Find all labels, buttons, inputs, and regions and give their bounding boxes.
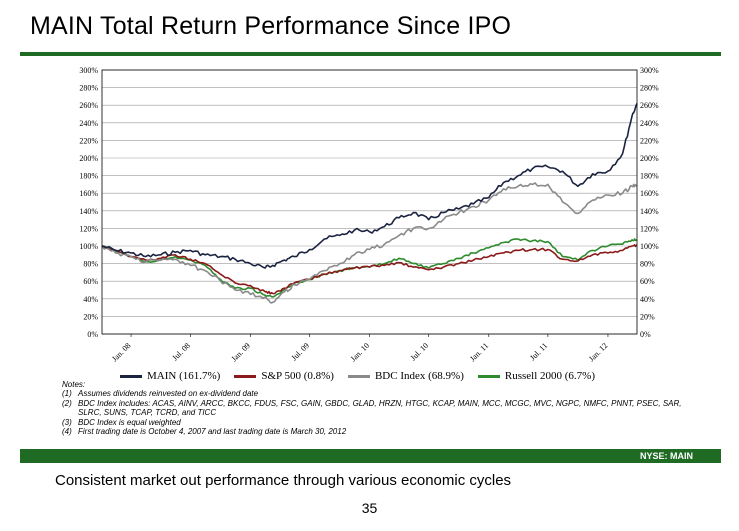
y-tick-label: 100% [79, 242, 98, 251]
y-tick-label: 20% [640, 312, 655, 321]
note-item: (3) BDC Index is equal weighted [62, 418, 682, 427]
y-tick-label: 160% [640, 189, 659, 198]
y-tick-label: 140% [640, 207, 659, 216]
series-line [101, 103, 638, 269]
title-divider [20, 52, 721, 56]
series-line [101, 238, 638, 298]
y-tick-label: 300% [79, 66, 98, 75]
note-number: (2) [62, 398, 72, 408]
legend-swatch [120, 374, 142, 378]
series-line [101, 244, 638, 295]
y-tick-label: 260% [79, 101, 98, 110]
x-tick-label: Jul. 09 [290, 341, 311, 362]
note-number: (1) [62, 389, 72, 399]
legend-item: S&P 500 (0.8%) [234, 370, 334, 382]
legend-swatch [347, 374, 370, 378]
y-tick-label: 220% [640, 136, 659, 145]
y-tick-label: 180% [640, 172, 659, 181]
y-tick-label: 280% [640, 84, 659, 93]
ticker-label: NYSE: MAIN [639, 451, 693, 461]
page-title: MAIN Total Return Performance Since IPO [30, 12, 512, 40]
chart-legend: MAIN (161.7%) S&P 500 (0.8%) BDC Index (68… [120, 369, 609, 383]
legend-swatch [234, 374, 257, 378]
chart-gridlines [102, 69, 637, 335]
notes-section: Notes: (1) Assumes dividends reinvested … [62, 380, 682, 436]
note-number: (3) [62, 417, 72, 427]
y-tick-label: 0% [87, 330, 98, 339]
notes-header: Notes: [62, 380, 86, 389]
legend-label: Russell 2000 (6.7%) [504, 370, 595, 382]
y-tick-label: 80% [640, 260, 655, 269]
y-tick-label: 200% [79, 154, 98, 163]
note-item: (4) First trading date is October 4, 200… [62, 427, 682, 436]
y-tick-label: 60% [640, 277, 655, 286]
y-tick-label: 300% [640, 66, 659, 75]
legend-label: MAIN (161.7%) [147, 370, 221, 382]
x-tick-label: Jan. 08 [110, 341, 132, 363]
y-tick-label: 60% [83, 277, 98, 286]
page-number: 35 [361, 500, 378, 516]
y-tick-label: 20% [83, 312, 98, 321]
ticker-bar: NYSE: MAIN [20, 449, 721, 463]
x-tick-label: Jul. 08 [170, 341, 191, 362]
note-item: (1) Assumes dividends reinvested on ex-d… [62, 389, 682, 398]
y-axis-right: 0% 20% 40% 60% 80% 100% 120% 140% 160% 180% 200% 22… [640, 66, 659, 339]
note-text: BDC Index is equal weighted [78, 417, 181, 427]
legend-item: BDC Index (68.9%) [347, 370, 464, 382]
legend-item: Russell 2000 (6.7%) [477, 370, 595, 382]
y-tick-label: 160% [79, 189, 98, 198]
legend-label: S&P 500 (0.8%) [261, 370, 334, 382]
note-text: BDC Index includes: ACAS, AINV, ARCC, BK… [78, 398, 682, 418]
tagline: Consistent market out performance throug… [55, 472, 512, 489]
y-tick-label: 180% [79, 172, 98, 181]
note-item: (2) BDC Index includes: ACAS, AINV, ARCC… [62, 399, 682, 418]
performance-line-chart: 0% 20% 40% 60% 80% 100% 120% 140% 160% 180% 200% 22… [79, 66, 659, 363]
series-lines [101, 103, 638, 304]
x-tick-label: Jan. 12 [587, 341, 609, 363]
y-tick-label: 80% [83, 260, 98, 269]
note-number: (4) [62, 427, 72, 437]
y-tick-label: 120% [79, 224, 98, 233]
y-tick-label: 260% [640, 101, 659, 110]
x-tick-label: Jan. 10 [349, 341, 371, 363]
x-axis: Jan. 08 Jul. 08 Jan. 09 Jul. 09 Jan. 10 Jul. … [110, 334, 609, 363]
y-axis-left: 0% 20% 40% 60% 80% 100% 120% 140% 160% 180% 200% 22… [79, 66, 98, 339]
legend-item: MAIN (161.7%) [120, 370, 220, 382]
x-tick-label: Jul. 10 [409, 341, 430, 362]
x-tick-label: Jan. 09 [230, 341, 252, 363]
y-tick-label: 240% [79, 119, 98, 128]
y-tick-label: 140% [79, 207, 98, 216]
x-tick-label: Jul. 11 [528, 341, 549, 362]
y-tick-label: 280% [79, 84, 98, 93]
note-text: First trading date is October 4, 2007 an… [78, 427, 347, 437]
y-tick-label: 40% [640, 295, 655, 304]
y-tick-label: 240% [640, 119, 659, 128]
note-text: Assumes dividends reinvested on ex-divid… [78, 389, 259, 399]
y-tick-label: 40% [83, 295, 98, 304]
legend-label: BDC Index (68.9%) [374, 370, 464, 382]
plot-frame [101, 69, 638, 335]
y-tick-label: 220% [79, 136, 98, 145]
y-tick-label: 0% [640, 330, 651, 339]
series-line [101, 182, 638, 304]
x-tick-label: Jan. 11 [468, 341, 490, 363]
legend-swatch [477, 374, 500, 378]
y-tick-label: 120% [640, 224, 659, 233]
y-tick-label: 100% [640, 242, 659, 251]
y-tick-label: 200% [640, 154, 659, 163]
